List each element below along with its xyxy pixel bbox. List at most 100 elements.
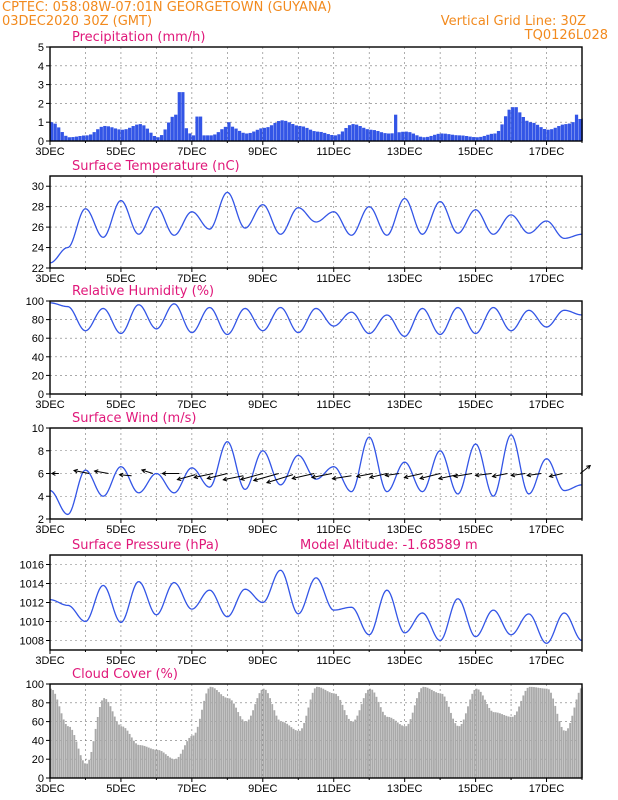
precip-bar — [454, 135, 458, 141]
cloud-bar — [396, 722, 399, 778]
cloud-bar — [499, 713, 501, 778]
precip-bar — [291, 124, 295, 141]
precip-bar — [195, 116, 199, 141]
cloud-bar — [96, 716, 99, 778]
rh-ytick-label: 20 — [32, 370, 44, 382]
cloud-bar — [105, 699, 108, 778]
cloud-bar — [288, 725, 291, 778]
pres-title-right: Model Altitude: -1.68589 m — [300, 538, 478, 553]
cloud-ytick-label: 40 — [32, 735, 44, 747]
precip-bar — [571, 122, 575, 141]
cloud-bar — [186, 741, 189, 778]
cloud-bar — [511, 716, 514, 778]
cloud-bar — [241, 719, 244, 778]
pres-ytick-label: 1012 — [20, 598, 44, 610]
cloud-bar — [90, 751, 93, 778]
precip-bar — [117, 129, 121, 141]
cloud-bar — [154, 749, 157, 778]
cloud-ytick-label: 0 — [38, 773, 44, 785]
wind-vector-head — [384, 472, 390, 478]
cloud-bar — [411, 712, 414, 778]
precip-bar — [425, 136, 430, 141]
precip-bar — [284, 120, 288, 141]
cloud-bar — [450, 712, 452, 778]
header-init-time: 03DEC2020 30Z (GMT) — [2, 14, 153, 29]
cloud-bar — [467, 706, 469, 778]
rh-ytick-label: 100 — [26, 296, 44, 308]
cloud-bar — [337, 696, 340, 778]
precip-bar — [269, 125, 274, 141]
precip-ytick-label: 3 — [38, 80, 44, 92]
wind-vector-head — [206, 475, 212, 480]
cloud-bar — [345, 715, 348, 778]
cloud-bar — [137, 744, 140, 778]
cloud-bar — [258, 693, 261, 778]
cloud-bar — [143, 745, 146, 778]
wind-vector-shaft — [385, 473, 400, 476]
header-model-id: TQ0126L028 — [524, 28, 608, 43]
cloud-bar — [416, 698, 418, 778]
precip-bar — [149, 132, 153, 141]
cloud-bar — [358, 710, 361, 778]
precip-bar — [397, 132, 401, 141]
wind-vector-shaft — [475, 473, 492, 476]
precip-bar — [67, 137, 71, 141]
wind-vector-head — [403, 474, 409, 480]
cloud-bar — [469, 699, 472, 778]
cloud-bar — [118, 724, 120, 778]
cloud-bar — [579, 688, 582, 778]
precip-bar — [486, 134, 490, 141]
cloud-bar — [392, 719, 395, 778]
cloud-bar — [307, 707, 310, 778]
wind-vector-shaft — [492, 473, 508, 477]
precip-bar — [294, 125, 298, 141]
pres-xtick-label: 5DEC — [106, 655, 135, 667]
cloud-bar — [198, 718, 201, 778]
wind-xtick-label: 15DEC — [458, 524, 494, 536]
wind-vector-head — [291, 475, 297, 481]
cloud-bar — [571, 715, 574, 778]
wind-vector-shaft — [511, 473, 526, 476]
wind-vector-shaft — [453, 473, 473, 477]
precip-bar — [401, 131, 405, 141]
precip-bar — [337, 134, 341, 141]
cloud-bar — [403, 726, 406, 778]
temp-xtick-label: 5DEC — [106, 273, 135, 285]
cloud-bar — [447, 706, 450, 778]
precip-bar — [312, 131, 316, 141]
precip-bar — [578, 118, 582, 141]
cloud-bar — [264, 689, 267, 778]
precip-bar — [440, 133, 444, 141]
cloud-bar — [141, 745, 144, 778]
cloud-xtick-label: 15DEC — [458, 783, 494, 795]
cloud-xtick-label: 3DEC — [35, 783, 64, 795]
wind-xtick-label: 3DEC — [35, 524, 64, 536]
cloud-bar — [115, 721, 118, 778]
precip-bar — [262, 127, 267, 141]
cloud-bar — [354, 719, 357, 778]
cloud-bar — [564, 730, 567, 778]
precip-bar — [81, 135, 86, 141]
cloud-bar — [509, 716, 512, 778]
cloud-bar — [277, 719, 280, 778]
cloud-bar — [222, 696, 225, 778]
cloud-bar — [554, 705, 557, 778]
precip-bar — [535, 124, 540, 141]
precip-bar — [503, 116, 508, 141]
cloud-bar — [111, 711, 114, 778]
precip-bar — [128, 127, 132, 141]
precip-bar — [89, 134, 93, 141]
cloud-bar — [273, 710, 276, 778]
precip-bar — [252, 131, 256, 141]
precip-bar — [184, 128, 189, 141]
cloud-bar — [369, 688, 372, 778]
precip-bar — [514, 107, 518, 141]
precip-bar — [365, 129, 369, 141]
cloud-bar — [262, 688, 265, 778]
cloud-bar — [471, 693, 474, 778]
precip-bar — [301, 126, 306, 141]
wind-vector-head — [222, 476, 228, 482]
cloud-ytick-label: 80 — [32, 698, 44, 710]
wind-vector-shaft — [292, 473, 315, 479]
